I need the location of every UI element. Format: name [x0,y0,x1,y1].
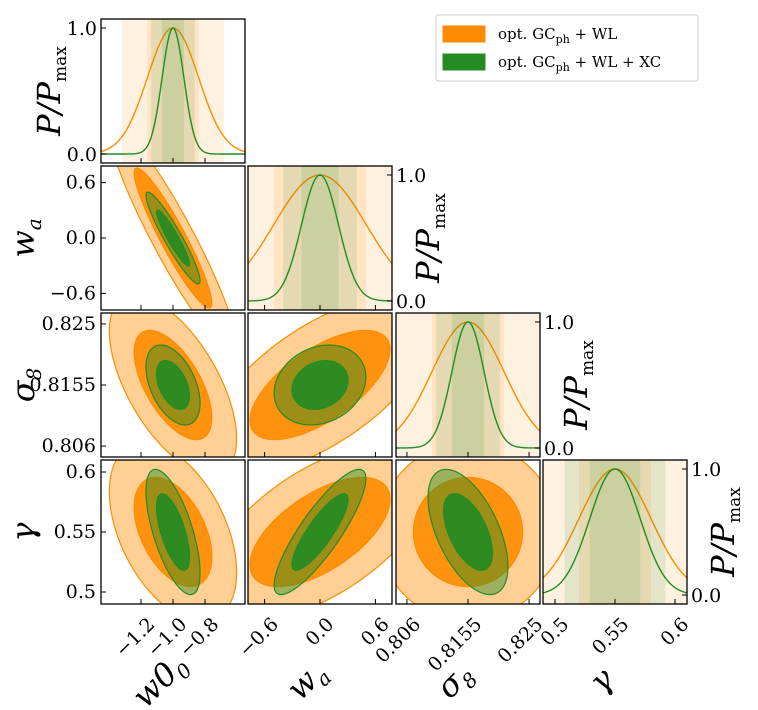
diag-ylabel-text: P/Pmax [30,46,71,137]
diag-tick-label: 0.0 [544,438,574,460]
band-1sigma-series-0 [579,460,651,604]
contour-1sigma-series-1 [155,360,191,410]
band-1sigma-series-0 [432,313,504,457]
diag-ylabel: P/Pmax [557,340,598,431]
contour-1sigma-series-1 [155,209,191,267]
band-2sigma-series-0 [248,166,392,310]
band-2sigma-series-0 [121,19,225,163]
diagonal-panel-sigma8 [396,313,540,457]
contour-panel-wa-gamma [248,460,392,604]
ytick-label-sigma8: 0.8155 [30,374,96,396]
xtick-label-gamma: 0.55 [588,613,633,658]
legend-swatch-series-0 [442,25,486,43]
legend: opt. GCph + WL opt. GCph + WL + XC [435,14,699,82]
ytick-label-gamma: 0.5 [66,581,96,603]
contour-panel-w0-sigma8 [108,313,238,457]
diagonal-panel-gamma [543,460,687,604]
ytick-label-sigma8: 0.806 [42,435,96,457]
band-1sigma-series-1 [301,166,339,310]
xlabel-wa: wa [279,653,337,710]
diag-tick-label: 0.0 [67,144,97,166]
ylabel-sigma8: σ8 [4,368,46,403]
xlabel-gamma: γ [581,659,622,700]
xtick-label-wa: 0.0 [301,613,338,650]
band-1sigma-series-1 [451,313,485,457]
diag-ylabel: P/Pmax [30,46,71,137]
contour-1sigma-series-1 [443,493,493,571]
diag-tick-label: 1.0 [67,18,97,40]
diag-ylabel-text: P/Pmax [704,487,745,578]
contour-1sigma-series-1 [291,493,349,571]
diagonal-panel-wa [248,166,392,310]
band-1sigma-series-0 [147,19,199,163]
pdf-curve-series-1 [396,321,540,449]
ytick-label-gamma: 0.6 [66,461,96,483]
diag-tick-label: 1.0 [691,459,721,481]
ytick-label-wa: 0.0 [66,227,96,249]
diagonal-panel-w0 [101,19,245,163]
pdf-curve-series-1 [101,27,245,155]
xtick-label-sigma8: 0.825 [493,613,547,667]
diag-ylabel-text: P/Pmax [557,340,598,431]
ylabel-text: σ8 [4,368,46,403]
band-1sigma-series-0 [273,166,367,310]
diag-ylabel-text: P/Pmax [409,193,450,284]
contour-1sigma-series-1 [291,360,349,410]
ytick-label-gamma: 0.55 [54,521,96,543]
legend-swatch-series-1 [442,53,486,71]
band-2sigma-series-0 [396,313,540,457]
band-1sigma-series-1 [589,460,641,604]
band-2sigma-series-1 [151,19,195,163]
xtick-label-gamma: 0.5 [536,613,573,650]
band-2sigma-series-1 [564,460,666,604]
contour-panel-sigma8-gamma [396,460,540,604]
xtick-label-gamma: 0.6 [656,613,693,650]
diag-ylabel: P/Pmax [409,193,450,284]
contour-panel-wa-sigma8 [248,313,392,457]
contour-panel-w0-gamma [108,460,238,604]
contour-1sigma-series-1 [155,493,191,571]
ytick-label-wa: −0.6 [50,282,96,304]
xlabel-text: γ [581,659,622,700]
ylabel-gamma: γ [4,522,42,542]
pdf-curve-series-1 [248,174,392,302]
diag-ylabel: P/Pmax [704,487,745,578]
band-2sigma-series-1 [283,166,357,310]
legend-label-series-1: opt. GCph + WL + XC [498,53,661,74]
diag-tick-label: 0.0 [691,585,721,607]
diag-tick-label: 1.0 [396,165,426,187]
band-1sigma-series-1 [162,19,184,163]
ytick-label-sigma8: 0.825 [42,313,96,335]
xlabel-text: wa [279,653,337,710]
legend-label-series-0: opt. GCph + WL [498,25,617,46]
diag-tick-label: 1.0 [544,312,574,334]
contour-panel-w0-wa [117,166,229,310]
diag-tick-label: 0.0 [396,291,426,313]
ytick-label-wa: 0.6 [66,172,96,194]
ylabel-text: γ [4,522,42,542]
band-2sigma-series-0 [543,460,687,604]
xtick-label-wa: −0.6 [235,613,283,661]
pdf-curve-series-1 [543,468,687,594]
ylabel-text: wa [4,218,46,257]
xtick-label-sigma8: 0.8155 [424,613,487,676]
band-2sigma-series-1 [435,313,501,457]
legend-box [435,14,699,82]
ylabel-wa: wa [4,218,46,257]
